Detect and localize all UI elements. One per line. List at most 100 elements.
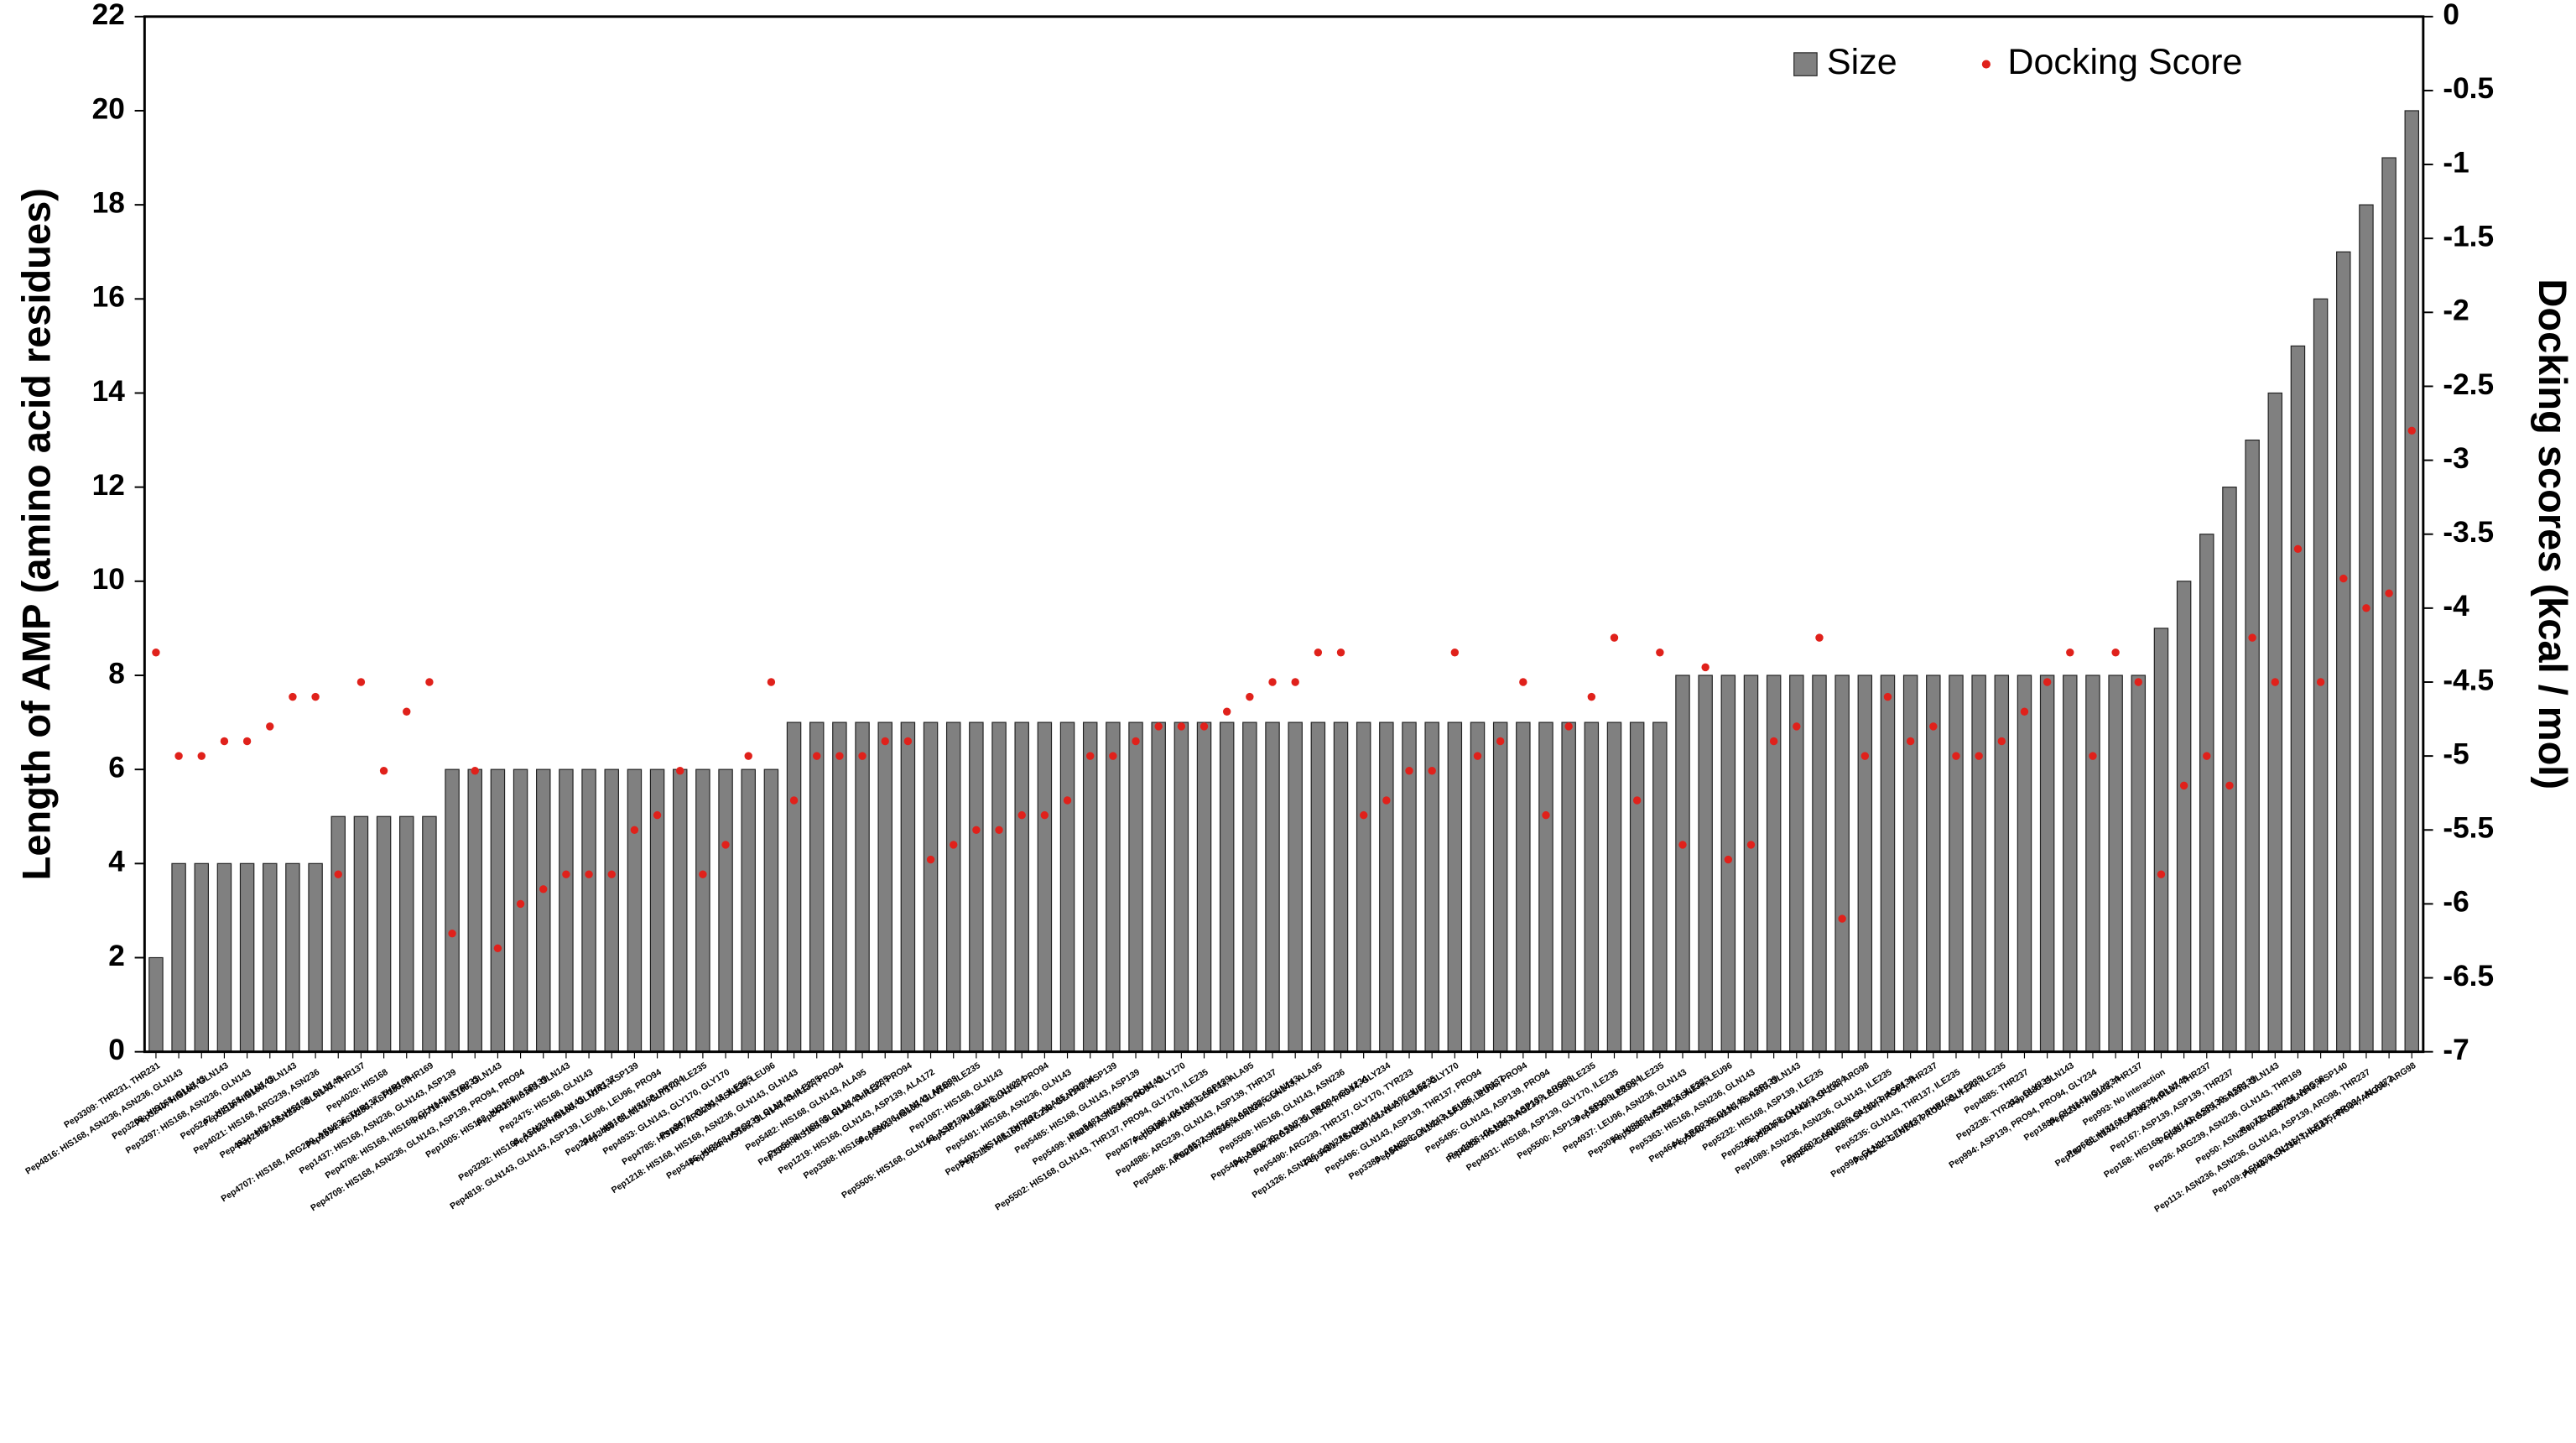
bar <box>1720 675 1736 1053</box>
bar <box>467 768 482 1053</box>
bar <box>353 815 369 1053</box>
point <box>334 870 342 878</box>
point <box>1086 752 1095 760</box>
bar <box>1356 722 1371 1053</box>
bar <box>1242 722 1257 1053</box>
bar <box>1082 722 1098 1053</box>
point <box>1610 633 1619 642</box>
bar <box>1470 722 1486 1053</box>
y-tick-label: 14 <box>92 375 126 408</box>
point <box>1906 737 1915 746</box>
y-tick-label: 12 <box>92 469 125 502</box>
bar <box>1492 722 1508 1053</box>
point <box>2339 574 2348 583</box>
point <box>1701 663 1710 672</box>
bar <box>559 768 574 1053</box>
bar <box>1584 722 1600 1053</box>
y-tick-label: 22 <box>92 0 125 31</box>
point <box>2179 781 2188 790</box>
bar <box>2404 110 2420 1053</box>
bar <box>194 862 210 1053</box>
bar <box>513 768 528 1053</box>
bar <box>1994 675 2010 1053</box>
point <box>835 752 844 760</box>
legend-swatch <box>1981 60 1991 69</box>
point <box>1519 678 1527 686</box>
y-tick-label: 20 <box>92 92 125 125</box>
bar <box>900 722 916 1053</box>
point <box>1838 914 1846 923</box>
bar <box>1743 675 1759 1053</box>
y2-tick-label: -7 <box>2443 1034 2469 1066</box>
bar <box>1629 722 1645 1053</box>
point <box>2020 707 2029 716</box>
bar <box>148 956 164 1053</box>
legend-label: Size <box>1827 42 1897 82</box>
point <box>881 737 889 746</box>
point <box>995 826 1003 834</box>
point <box>1177 722 1186 731</box>
point <box>1542 810 1550 820</box>
point <box>266 722 274 731</box>
bar <box>1379 722 1394 1053</box>
point <box>858 752 866 760</box>
point <box>2134 678 2142 686</box>
point <box>2271 678 2279 686</box>
bar <box>2176 581 2192 1053</box>
bar <box>422 815 437 1053</box>
bar <box>1902 675 1918 1053</box>
point <box>2316 678 2325 686</box>
point <box>471 767 479 775</box>
point <box>2225 781 2234 790</box>
y-tick-label: 0 <box>108 1034 125 1066</box>
y2-tick-label: -0.5 <box>2443 72 2494 105</box>
point <box>1268 678 1277 686</box>
bar <box>2153 628 2169 1053</box>
point <box>1975 752 1983 760</box>
y2-tick-label: 0 <box>2443 0 2459 31</box>
point <box>1336 649 1345 657</box>
point <box>379 767 388 775</box>
point <box>950 841 958 849</box>
point <box>1200 722 1209 731</box>
y-tick-label: 6 <box>108 751 125 784</box>
bar <box>832 722 847 1053</box>
bar <box>1106 722 1121 1053</box>
point <box>1017 810 1026 820</box>
point <box>1154 722 1163 731</box>
bar <box>330 815 346 1053</box>
point <box>1222 707 1231 716</box>
bar <box>263 862 278 1053</box>
bar <box>1014 722 1029 1053</box>
y2-tick-label: -5.5 <box>2443 812 2494 845</box>
bar <box>1516 722 1531 1053</box>
bar <box>923 722 939 1053</box>
bar <box>1059 722 1075 1053</box>
bar <box>763 768 779 1053</box>
bar <box>1561 722 1576 1053</box>
plot-frame <box>143 15 2425 1054</box>
point <box>1746 841 1756 849</box>
legend-label: Docking Score <box>2007 42 2242 82</box>
bar <box>399 815 414 1053</box>
bar <box>1949 675 1964 1053</box>
point <box>653 810 662 820</box>
point <box>2293 544 2303 554</box>
point <box>721 841 730 849</box>
bar <box>1698 675 1713 1053</box>
bar <box>285 862 300 1053</box>
point <box>813 752 821 760</box>
point <box>2248 633 2256 642</box>
bar <box>2085 675 2100 1053</box>
point <box>1860 752 1870 760</box>
point <box>2385 589 2393 597</box>
bar <box>536 768 551 1053</box>
bar <box>1288 722 1303 1053</box>
bar <box>2267 392 2283 1053</box>
point <box>972 826 981 834</box>
bar <box>2063 675 2078 1053</box>
point <box>1496 737 1505 746</box>
